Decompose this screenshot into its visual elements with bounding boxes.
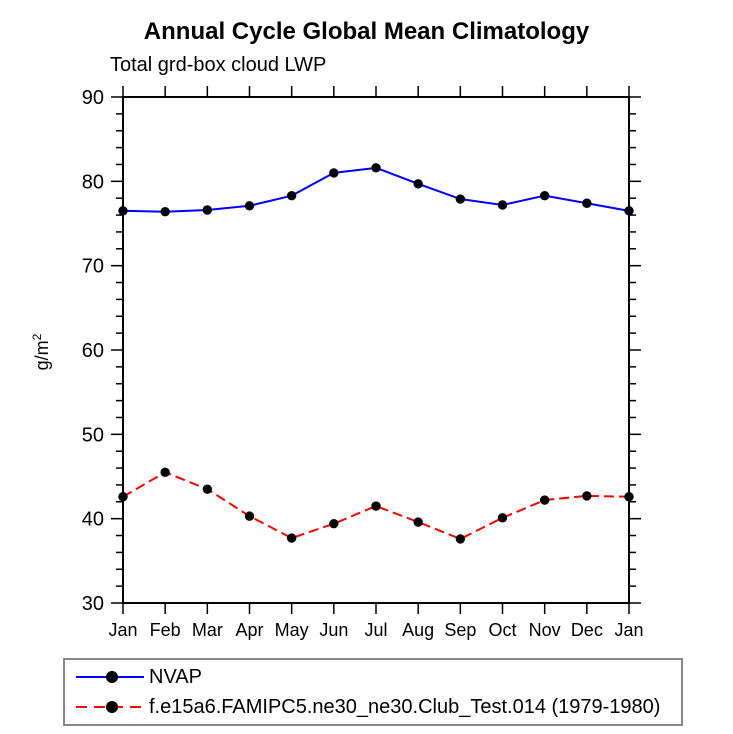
series-line-0 [122, 166, 630, 213]
y-tick-label: 30 [82, 593, 104, 615]
y-tick-label: 80 [82, 171, 104, 193]
x-tick-label: Jan [108, 620, 137, 640]
x-tick-label: Oct [488, 620, 516, 640]
legend-row-model: f.e15a6.FAMIPC5.ne30_ne30.Club_Test.014 … [74, 693, 681, 721]
data-point-marker [329, 168, 339, 178]
data-point-marker [244, 511, 255, 521]
data-point-marker [160, 467, 170, 477]
x-tick-label: Dec [571, 620, 603, 640]
y-tick-label: 40 [82, 509, 104, 531]
y-axis-label-superscript: 2 [30, 333, 44, 340]
data-point-marker [118, 206, 128, 216]
data-point-marker [624, 206, 634, 216]
data-point-marker [497, 200, 508, 210]
x-tick-label: Nov [529, 620, 561, 640]
x-tick-label: Jul [364, 620, 387, 640]
legend-marker-icon [106, 671, 118, 683]
y-tick-label: 60 [82, 340, 104, 362]
legend-line-sample-dashed [76, 701, 144, 713]
data-point-marker [202, 484, 213, 494]
data-point-marker [160, 206, 170, 217]
data-point-marker [371, 163, 381, 173]
legend-marker-icon [106, 701, 118, 713]
series-group [118, 163, 634, 544]
x-tick-label: Apr [235, 620, 263, 640]
y-tick-label: 50 [82, 424, 104, 446]
data-point-marker [455, 194, 466, 204]
data-point-marker [118, 492, 128, 502]
data-point-marker [329, 519, 339, 529]
chart-subtitle: Total grd-box cloud LWP [110, 54, 327, 76]
data-point-marker [286, 533, 297, 543]
data-point-marker [539, 495, 550, 505]
y-axis-label-base: g/m [32, 340, 52, 370]
data-point-marker [244, 201, 255, 211]
x-tick-label: Jan [614, 620, 643, 640]
legend-label-nvap: NVAP [149, 665, 202, 688]
x-tick-label: Mar [192, 620, 223, 640]
x-tick-label: Sep [444, 620, 476, 640]
x-tick-label: May [275, 620, 309, 640]
data-point-marker [539, 190, 550, 201]
data-point-marker [371, 501, 381, 511]
data-point-marker [455, 534, 466, 544]
y-tick-label: 70 [82, 256, 104, 278]
y-axis-label: g/m2 [30, 333, 52, 370]
legend-line-sample-solid [76, 671, 144, 683]
legend: NVAP f.e15a6.FAMIPC5.ne30_ne30.Club_Test… [63, 658, 683, 726]
data-point-marker [582, 491, 592, 501]
legend-row-nvap: NVAP [74, 663, 681, 691]
x-tick-label: Aug [402, 620, 434, 640]
data-point-marker [413, 179, 423, 189]
x-tick-label: Feb [150, 620, 181, 640]
data-point-marker [582, 198, 592, 208]
data-point-marker [624, 492, 634, 502]
axes-group: Jan Feb Mar Apr May Jun Jul Aug Sep Oct Nov Dec Jan3… [82, 86, 644, 640]
legend-label-model: f.e15a6.FAMIPC5.ne30_ne30.Club_Test.014 … [149, 695, 661, 718]
data-point-marker [497, 513, 508, 523]
plot-frame [122, 96, 630, 604]
y-tick-label: 90 [82, 87, 104, 109]
x-tick-label: Jun [319, 620, 348, 640]
data-point-marker [413, 517, 423, 527]
data-point-marker [286, 190, 297, 201]
data-point-marker [202, 205, 213, 215]
chart-title: Annual Cycle Global Mean Climatology [143, 18, 590, 45]
